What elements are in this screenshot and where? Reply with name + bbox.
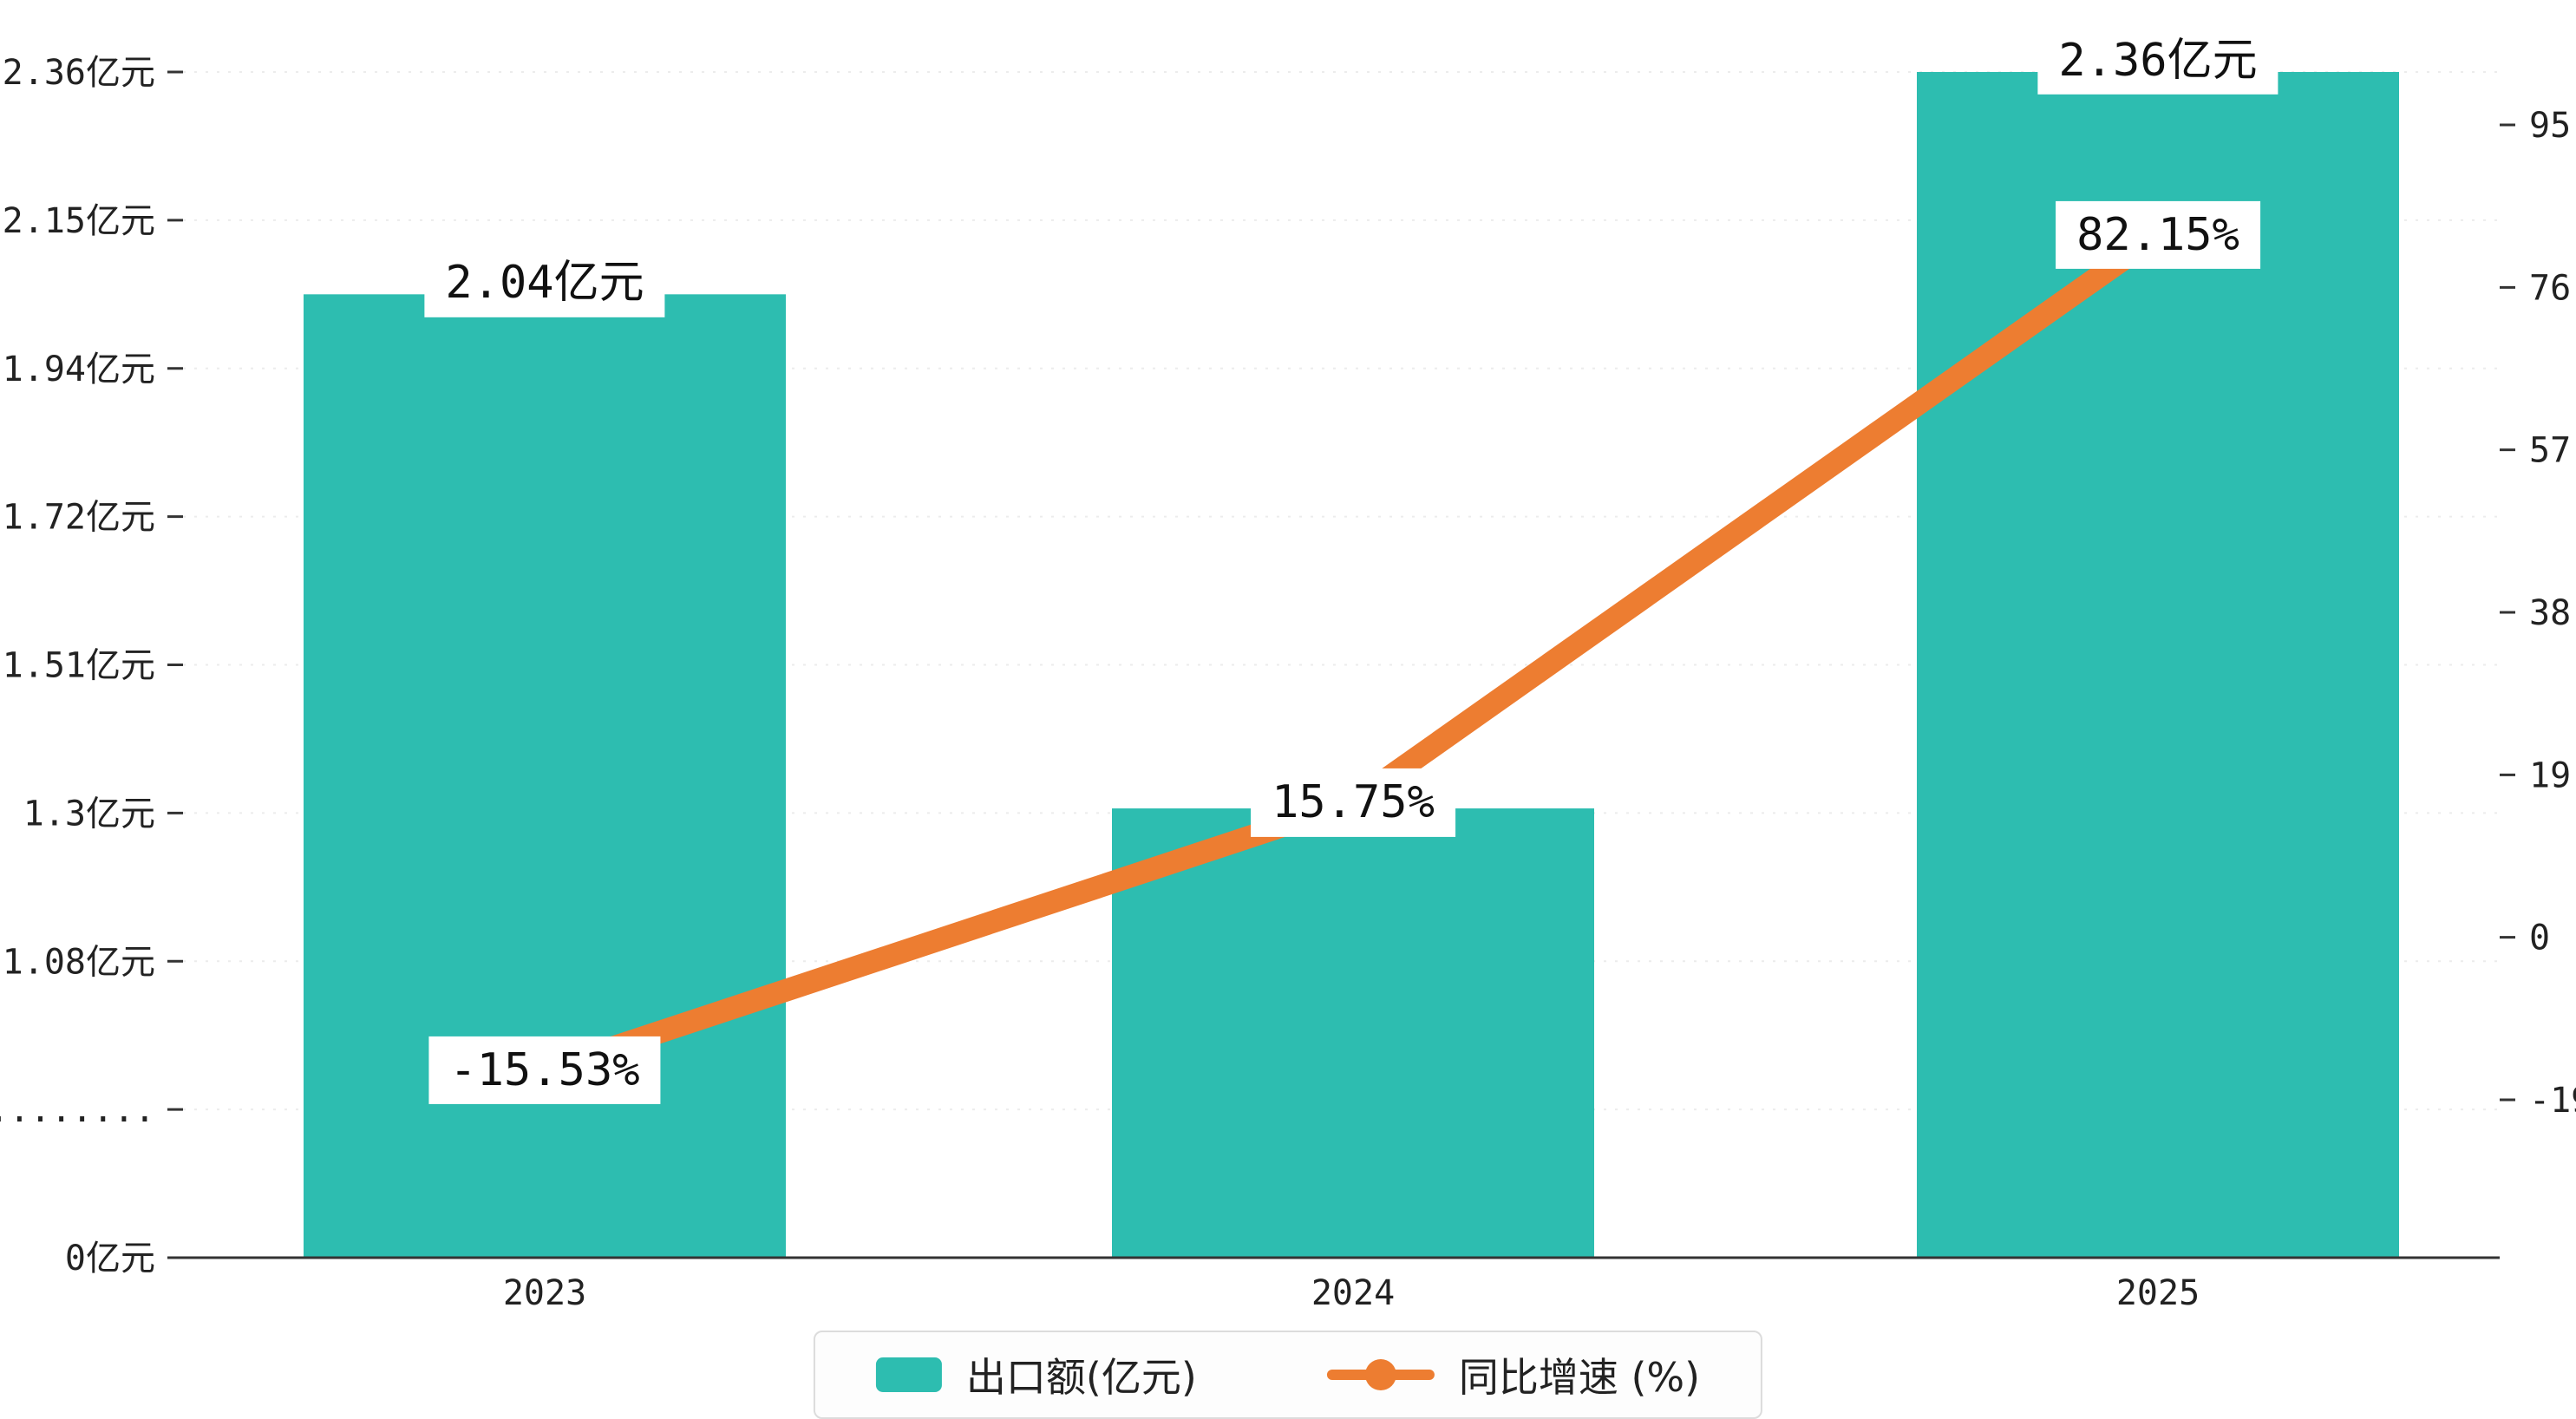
bar-series-swatch-icon [875,1357,942,1392]
left-axis-label: 1.94亿元 [3,350,155,389]
right-axis-label: 95 [2529,106,2571,146]
left-axis-label: 1.72亿元 [3,498,155,538]
legend-item-bar-series[interactable]: 出口额(亿元) [875,1346,1197,1403]
right-axis-label: 0 [2529,919,2550,958]
line-series-dot-icon [1364,1359,1396,1390]
left-axis-label: 0亿元 [65,1239,155,1278]
left-axis-label: 2.15亿元 [3,201,155,241]
right-axis-label: 76 [2529,268,2571,308]
x-axis-label: 2023 [503,1273,586,1313]
left-axis-label: 1.08亿元 [3,942,155,982]
left-axis-label: 1.51亿元 [3,646,155,686]
right-axis-label: 38 [2529,593,2571,633]
legend-item-line-series[interactable]: 同比增速 (%) [1326,1346,1701,1403]
legend-label-bar-series: 出口额(亿元) [965,1354,1197,1401]
right-axis-label: 19 [2529,755,2571,795]
legend-label-line-series: 同比增速 (%) [1458,1354,1701,1401]
bar-2023[interactable] [304,294,786,1258]
right-axis-label: -19 [2529,1081,2576,1121]
left-axis-label: 1.3亿元 [23,794,155,834]
right-axis-label: 57 [2529,431,2571,471]
x-axis-label: 2024 [1311,1273,1395,1313]
x-axis-label: 2025 [2116,1273,2200,1313]
line-series-swatch-icon [1326,1359,1435,1390]
left-axis-label: ......... [0,1090,155,1130]
bar-2025[interactable] [1917,72,2399,1258]
legend: 出口额(亿元) 同比增速 (%) [813,1331,1763,1419]
left-axis-label: 2.36亿元 [3,53,155,93]
bar-2024[interactable] [1112,808,1594,1258]
